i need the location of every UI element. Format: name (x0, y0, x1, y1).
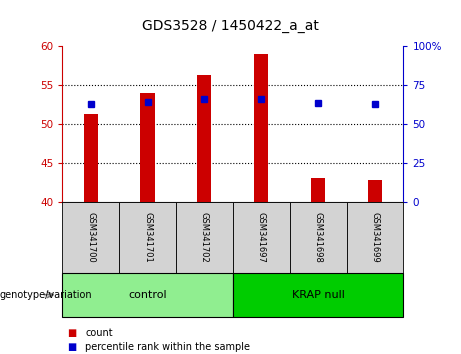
Text: percentile rank within the sample: percentile rank within the sample (85, 342, 250, 352)
Bar (311, 178, 325, 202)
Text: control: control (128, 290, 167, 300)
Text: count: count (85, 328, 113, 338)
Text: GSM341700: GSM341700 (86, 212, 95, 263)
Text: GSM341697: GSM341697 (257, 212, 266, 263)
Bar (83, 114, 98, 202)
Bar (254, 54, 268, 202)
Text: GDS3528 / 1450422_a_at: GDS3528 / 1450422_a_at (142, 19, 319, 34)
Text: ■: ■ (67, 342, 76, 352)
Bar (197, 75, 212, 202)
Text: GSM341699: GSM341699 (371, 212, 379, 263)
Bar (141, 93, 154, 202)
Bar (368, 180, 382, 202)
Text: ■: ■ (67, 328, 76, 338)
Text: GSM341701: GSM341701 (143, 212, 152, 263)
Text: KRAP null: KRAP null (292, 290, 344, 300)
Text: GSM341698: GSM341698 (313, 212, 323, 263)
Text: genotype/variation: genotype/variation (0, 290, 93, 300)
Text: GSM341702: GSM341702 (200, 212, 209, 263)
